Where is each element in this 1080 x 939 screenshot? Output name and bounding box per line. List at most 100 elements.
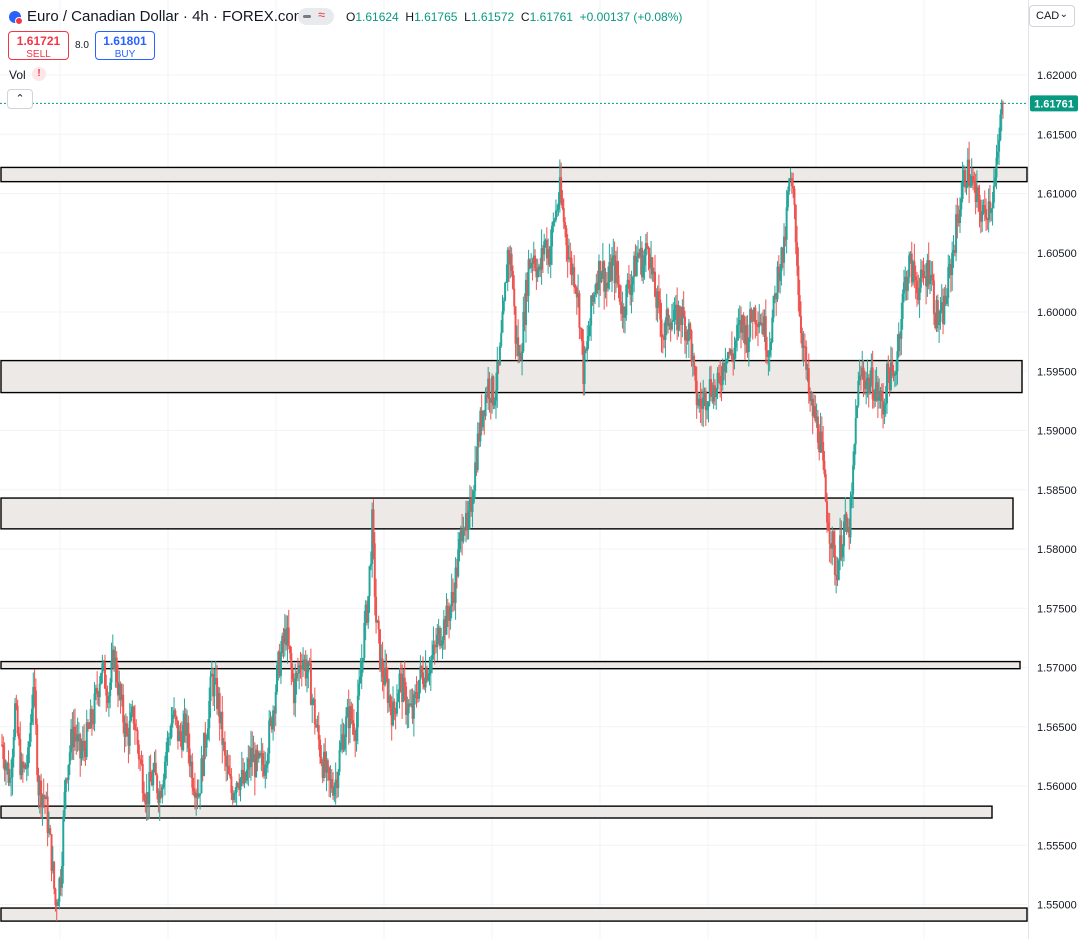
candle-body (613, 255, 616, 284)
candle-body (856, 405, 859, 419)
candle-body (724, 364, 727, 372)
candle-body (607, 282, 610, 289)
candle-body (373, 543, 376, 597)
candle-body (745, 324, 748, 345)
candle-body (869, 382, 872, 393)
candle-body (105, 688, 108, 696)
candle-body (656, 291, 659, 308)
candle-body (901, 293, 904, 320)
candle-body (805, 346, 808, 370)
candle-body (603, 261, 606, 292)
candle-body (442, 619, 445, 641)
candle-body (909, 253, 912, 256)
candle-body (687, 323, 690, 341)
price-zone[interactable] (0, 805, 993, 819)
candle-body (27, 747, 30, 768)
close-value: 1.61761 (529, 10, 573, 24)
price-zone[interactable] (0, 359, 1023, 394)
candle-body (513, 288, 516, 307)
candle-body (820, 431, 823, 442)
candle-body (303, 659, 306, 663)
price-zone[interactable] (0, 907, 1028, 922)
candle-body (496, 360, 499, 391)
candle-body (57, 901, 60, 907)
candle-body (768, 350, 771, 356)
sell-button[interactable]: 1.61721 SELL (8, 31, 69, 60)
candle-body (465, 513, 468, 531)
candle-body (779, 271, 782, 281)
volume-indicator-label[interactable]: Vol (9, 68, 26, 82)
candle-body (365, 604, 368, 623)
currency-selector[interactable]: CAD ⌄ (1029, 5, 1075, 27)
candle-body (204, 732, 207, 748)
candle-body (985, 209, 988, 219)
candle-body (384, 667, 387, 685)
buy-button[interactable]: 1.61801 BUY (95, 31, 155, 60)
candle-body (822, 441, 825, 461)
price-zone[interactable] (0, 166, 1028, 183)
candle-body (882, 401, 885, 415)
candle-body (123, 722, 126, 737)
candle-body (304, 659, 307, 679)
candle-body (311, 699, 314, 705)
candle-body (728, 352, 731, 354)
candle-body (553, 219, 556, 222)
candle-body (870, 367, 873, 383)
candle-body (915, 280, 918, 294)
candle-body (444, 619, 447, 635)
open-value: 1.61624 (355, 10, 399, 24)
buy-label: BUY (114, 49, 136, 60)
candle-body (560, 177, 563, 200)
candle-body (548, 249, 551, 265)
price-zone[interactable] (0, 497, 1014, 530)
candle-body (445, 605, 448, 635)
candle-body (792, 186, 795, 189)
candle-body (239, 778, 242, 790)
collapse-legend-button[interactable]: ⌃ (7, 89, 33, 109)
candle-body (789, 177, 792, 179)
candle-body (14, 703, 17, 738)
symbol-title[interactable]: Euro / Canadian Dollar · 4h · FOREX.com (27, 8, 307, 25)
candle-body (329, 778, 332, 781)
candle-body (885, 363, 888, 404)
candle-body (539, 266, 542, 270)
candle-body (46, 796, 49, 834)
candle-body (750, 309, 753, 320)
candle-body (389, 695, 392, 708)
candle-body (769, 342, 772, 351)
candle-body (975, 187, 978, 203)
candle-body (322, 751, 325, 779)
candle-body (605, 283, 608, 289)
candle-body (803, 345, 806, 347)
candle-body (67, 764, 70, 781)
market-status-pill[interactable]: ≈ (298, 7, 334, 25)
candle-body (908, 255, 911, 278)
price-axis[interactable] (1028, 0, 1080, 939)
candle-body (554, 210, 557, 220)
candle-body (973, 180, 976, 184)
candle-body (76, 734, 79, 742)
candle-body (695, 380, 698, 406)
candle-body (932, 280, 935, 314)
candle-body (416, 698, 419, 700)
candle-body (762, 323, 765, 335)
warning-icon[interactable]: ! (32, 67, 46, 81)
price-zone[interactable] (0, 660, 1021, 670)
candle-body (940, 302, 943, 311)
candle-body (122, 694, 125, 723)
candle-body (139, 759, 142, 761)
candle-body (681, 307, 684, 325)
candle-body (394, 708, 397, 714)
candle-body (616, 261, 619, 276)
candle-body (634, 255, 637, 276)
candle-body (356, 695, 359, 728)
candle-body (565, 228, 568, 246)
candle-body (836, 574, 839, 580)
candle-body (40, 780, 43, 808)
candle-body (171, 715, 174, 724)
candle-body (650, 257, 653, 269)
candle-body (729, 349, 732, 354)
candle-body (906, 277, 909, 291)
candle-body (378, 629, 381, 669)
